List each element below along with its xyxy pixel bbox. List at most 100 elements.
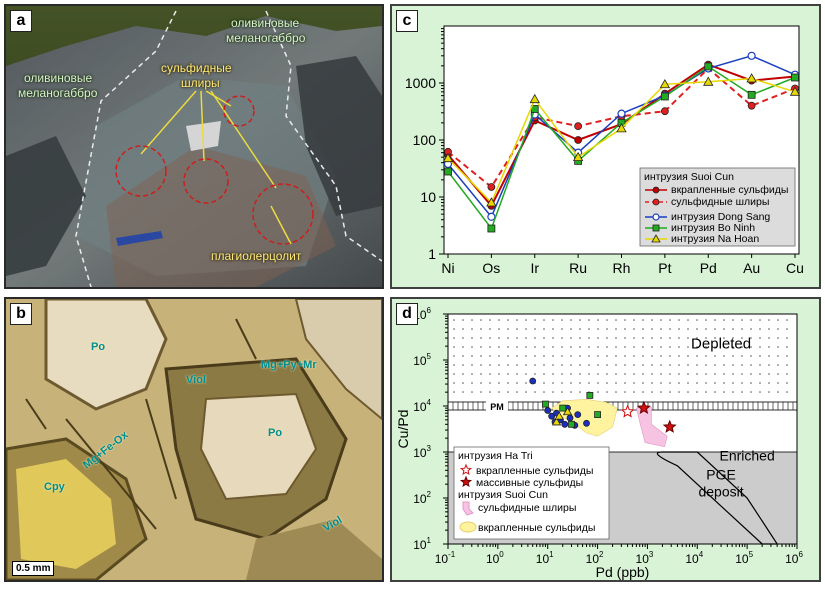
depleted-dot (453, 382, 455, 384)
depleted-dot (678, 382, 680, 384)
depleted-dot (642, 346, 644, 348)
depleted-dot (705, 319, 707, 321)
data-point-c (659, 78, 671, 89)
depleted-dot (615, 382, 617, 384)
depleted-dot (471, 391, 473, 393)
depleted-dot (498, 337, 500, 339)
depleted-dot (732, 391, 734, 393)
depleted-dot (723, 391, 725, 393)
pm-label-bg (486, 400, 508, 412)
label-olivine-top-1: оливиновые (231, 16, 300, 30)
x-tick-exp-d: -1 (448, 550, 456, 559)
depleted-dot (525, 337, 527, 339)
depleted-dot (615, 373, 617, 375)
depleted-dot (732, 319, 734, 321)
label-po-2: Po (268, 427, 283, 439)
label-sulfide-2: шлиры (181, 76, 220, 90)
depleted-dot (516, 382, 518, 384)
depleted-dot (606, 355, 608, 357)
series-line-c (447, 67, 796, 189)
depleted-dot (552, 346, 554, 348)
depleted-dot (579, 355, 581, 357)
depleted-dot (489, 364, 491, 366)
label-pge: PGE (706, 467, 736, 483)
label-sulfide-1: сульфидные (161, 61, 232, 75)
depleted-dot (696, 355, 698, 357)
depleted-dot (588, 319, 590, 321)
depleted-dot (687, 373, 689, 375)
depleted-dot (705, 346, 707, 348)
depleted-dot (768, 328, 770, 330)
legend-c (639, 167, 796, 247)
depleted-dot (615, 337, 617, 339)
legend-label-suoi-schl: сульфидные шлиры (478, 502, 576, 514)
depleted-dot (651, 337, 653, 339)
label-depleted: Depleted (691, 335, 751, 352)
depleted-dot (525, 355, 527, 357)
depleted-dot (786, 328, 788, 330)
depleted-dot (786, 319, 788, 321)
depleted-dot (741, 319, 743, 321)
data-point-c (486, 197, 497, 207)
depleted-dot (588, 373, 590, 375)
depleted-dot (732, 337, 734, 339)
depleted-dot (633, 364, 635, 366)
data-point-d (562, 406, 573, 416)
depleted-dot (597, 373, 599, 375)
depleted-dot (615, 328, 617, 330)
depleted-dot (534, 346, 536, 348)
depleted-dot (597, 391, 599, 393)
depleted-dot (723, 319, 725, 321)
depleted-dot (696, 328, 698, 330)
depleted-dot (714, 346, 716, 348)
depleted-dot (615, 391, 617, 393)
depleted-dot (732, 346, 734, 348)
depleted-dot (777, 391, 779, 393)
panel-c-letter: c (396, 10, 418, 32)
depleted-dot (561, 337, 563, 339)
depleted-dot (732, 382, 734, 384)
data-point-d (566, 414, 574, 422)
depleted-dot (489, 328, 491, 330)
depleted-dot (453, 391, 455, 393)
outcrop-photo (6, 6, 382, 287)
legend-marker-c (652, 213, 660, 221)
depleted-dot (543, 319, 545, 321)
depleted-dot (786, 373, 788, 375)
depleted-dot (516, 373, 518, 375)
x-tick-exp-d: 6 (798, 550, 803, 559)
legend-marker-c (652, 198, 660, 206)
depleted-dot (705, 382, 707, 384)
depleted-dot (561, 319, 563, 321)
data-point-d (542, 400, 549, 408)
y-tick-label-c: 10 (420, 189, 436, 205)
legend-star-open (459, 463, 473, 476)
depleted-dot (606, 337, 608, 339)
depleted-dot (642, 364, 644, 366)
legend-marker-c (652, 186, 660, 194)
depleted-dot (633, 355, 635, 357)
label-pm: PM (490, 402, 504, 412)
depleted-dot (471, 346, 473, 348)
depleted-dot (471, 364, 473, 366)
depleted-dot (489, 355, 491, 357)
y-tick-exp-d: 2 (427, 490, 432, 499)
depleted-dot (705, 373, 707, 375)
depleted-dot (543, 373, 545, 375)
depleted-dot (786, 337, 788, 339)
depleted-dot (543, 355, 545, 357)
depleted-dot (768, 382, 770, 384)
depleted-dot (687, 319, 689, 321)
depleted-dot (525, 373, 527, 375)
depleted-dot (750, 373, 752, 375)
depleted-dot (480, 364, 482, 366)
depleted-dot (660, 373, 662, 375)
depleted-dot (543, 364, 545, 366)
legend-label-ha-tri-mas: массивные сульфиды (476, 477, 583, 489)
ha-tri-massive-star (662, 419, 677, 433)
depleted-dot (705, 364, 707, 366)
y-tick-exp-d: 4 (427, 398, 432, 407)
depleted-dot (525, 364, 527, 366)
depleted-dot (543, 346, 545, 348)
depleted-dot (453, 337, 455, 339)
